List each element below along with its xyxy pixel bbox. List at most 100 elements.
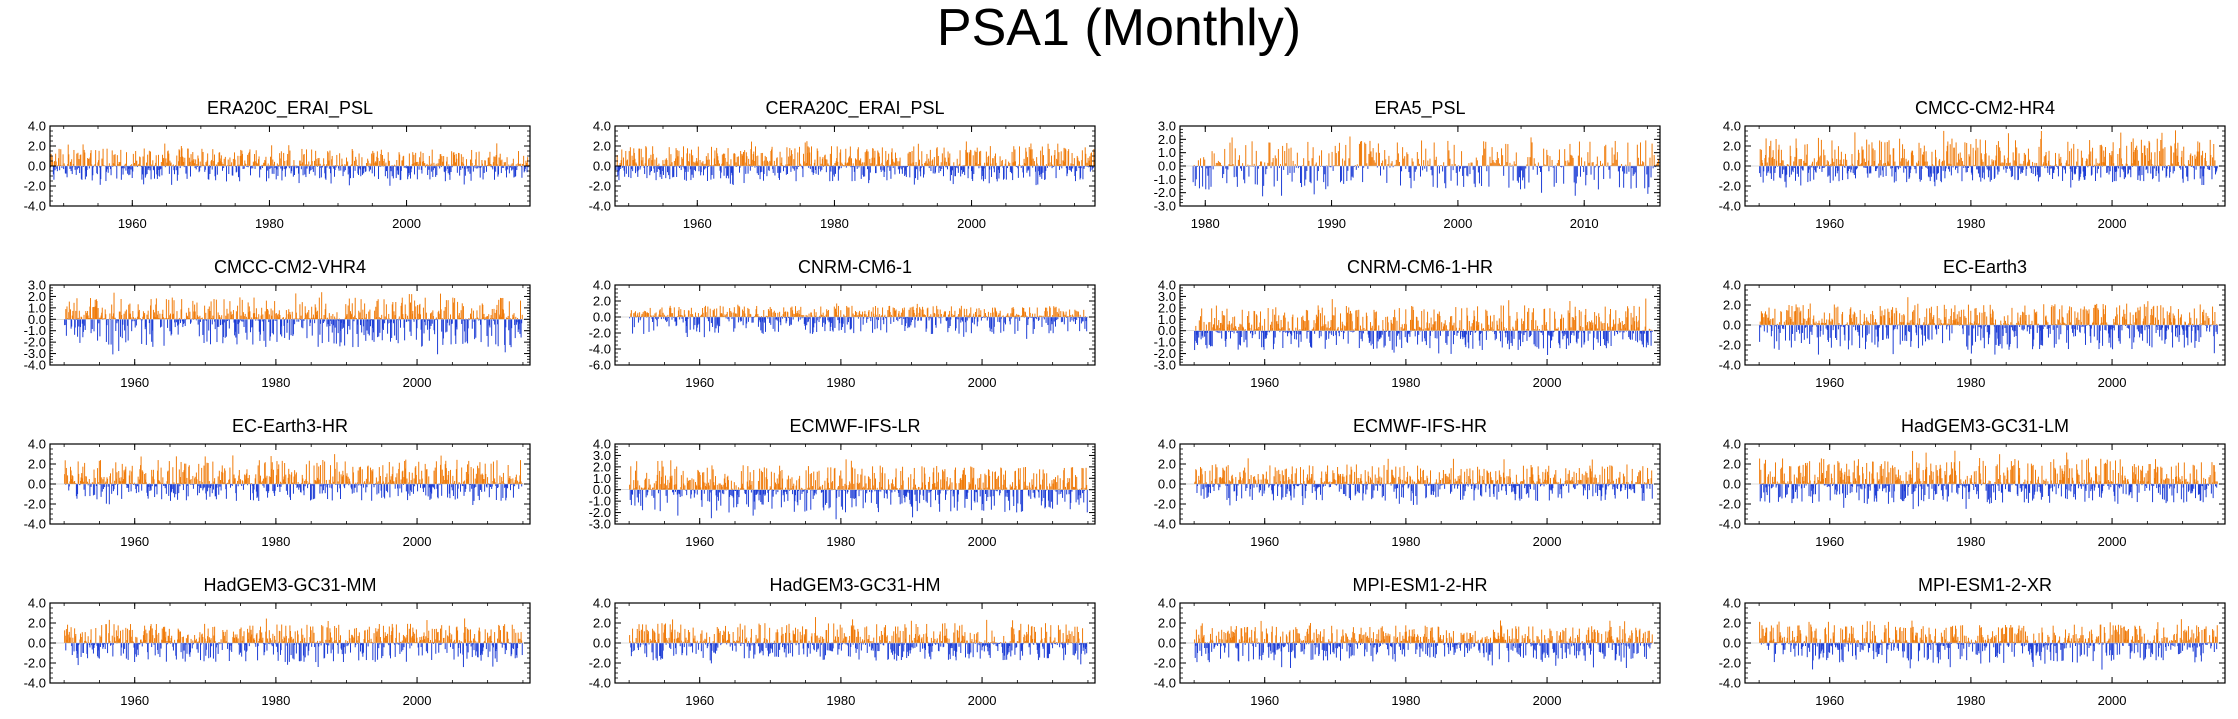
bar bbox=[719, 166, 721, 171]
bar bbox=[2054, 165, 2056, 166]
bar bbox=[687, 310, 689, 317]
panel-title: CNRM-CM6-1 bbox=[798, 257, 912, 277]
bar bbox=[936, 316, 938, 317]
bar bbox=[871, 157, 873, 166]
bar bbox=[86, 315, 88, 320]
bar bbox=[1880, 141, 1882, 166]
bar bbox=[863, 314, 865, 317]
bar bbox=[410, 166, 411, 179]
bar bbox=[1969, 166, 1971, 167]
bar bbox=[861, 315, 863, 317]
bar bbox=[846, 163, 848, 166]
bar bbox=[390, 166, 392, 172]
figure-title: PSA1 (Monthly) bbox=[936, 0, 1302, 57]
bar bbox=[1036, 307, 1038, 317]
bar bbox=[479, 166, 481, 178]
bar bbox=[2121, 166, 2123, 170]
bar bbox=[139, 157, 141, 166]
bar bbox=[190, 319, 192, 323]
bar bbox=[367, 160, 369, 166]
bar bbox=[431, 166, 433, 172]
bar bbox=[521, 314, 523, 320]
bar bbox=[2114, 166, 2116, 171]
bar bbox=[2058, 153, 2060, 166]
bar bbox=[1326, 165, 1328, 166]
bar bbox=[722, 315, 724, 317]
bar bbox=[294, 166, 295, 175]
bar bbox=[127, 166, 129, 174]
bar bbox=[624, 166, 626, 167]
bar bbox=[1556, 163, 1558, 166]
bar bbox=[1029, 307, 1031, 317]
bar bbox=[800, 165, 802, 166]
bar bbox=[947, 314, 949, 317]
bar bbox=[131, 319, 133, 322]
bar bbox=[82, 319, 84, 332]
bar bbox=[842, 165, 844, 166]
bar bbox=[107, 319, 109, 320]
bar bbox=[875, 306, 876, 317]
bar bbox=[1243, 166, 1245, 180]
bar bbox=[951, 166, 952, 176]
bar bbox=[687, 148, 688, 166]
bar bbox=[260, 319, 261, 335]
bar bbox=[2173, 152, 2175, 166]
bar bbox=[923, 166, 925, 175]
bar bbox=[417, 161, 419, 166]
bar bbox=[962, 165, 964, 166]
bar bbox=[1323, 166, 1325, 183]
bar bbox=[355, 156, 357, 166]
bar bbox=[756, 315, 758, 317]
bar bbox=[304, 164, 306, 166]
bar bbox=[374, 162, 376, 166]
bar bbox=[206, 164, 207, 166]
bar bbox=[884, 165, 886, 166]
bar bbox=[483, 166, 485, 173]
bar bbox=[645, 312, 647, 317]
bar bbox=[142, 166, 143, 175]
bar bbox=[806, 315, 808, 317]
bar bbox=[501, 308, 503, 320]
bar bbox=[67, 319, 69, 320]
bar bbox=[305, 314, 307, 320]
bar bbox=[1030, 143, 1032, 166]
bar bbox=[738, 306, 740, 317]
bar bbox=[275, 313, 277, 320]
bar bbox=[753, 317, 755, 318]
bar bbox=[2009, 166, 2011, 169]
bar bbox=[810, 164, 812, 166]
bar bbox=[1025, 147, 1027, 166]
bar bbox=[392, 319, 394, 324]
bar bbox=[2206, 165, 2208, 166]
bar bbox=[980, 166, 982, 168]
bar bbox=[649, 307, 651, 317]
bar bbox=[987, 164, 988, 166]
bar bbox=[1053, 306, 1055, 317]
bar bbox=[298, 319, 300, 322]
bar bbox=[198, 158, 199, 166]
bar bbox=[191, 160, 193, 166]
bar bbox=[219, 160, 221, 166]
bar bbox=[681, 158, 683, 166]
bar bbox=[1923, 145, 1925, 166]
bar bbox=[105, 314, 107, 320]
bar bbox=[488, 162, 490, 166]
bar bbox=[1652, 166, 1654, 169]
bar bbox=[686, 153, 688, 166]
bar bbox=[820, 163, 822, 166]
bar bbox=[181, 148, 183, 166]
bar bbox=[2128, 166, 2130, 167]
bar bbox=[1205, 166, 1207, 190]
bar bbox=[1421, 140, 1423, 166]
bar bbox=[2108, 166, 2110, 175]
bar bbox=[1040, 315, 1042, 317]
bar bbox=[1780, 149, 1782, 166]
bar bbox=[1561, 166, 1563, 168]
bar bbox=[773, 310, 775, 317]
bar bbox=[752, 317, 754, 323]
bar bbox=[151, 319, 153, 342]
bar bbox=[160, 166, 162, 169]
bar bbox=[1972, 166, 1974, 181]
bar bbox=[2031, 166, 2033, 167]
bar bbox=[348, 166, 350, 186]
